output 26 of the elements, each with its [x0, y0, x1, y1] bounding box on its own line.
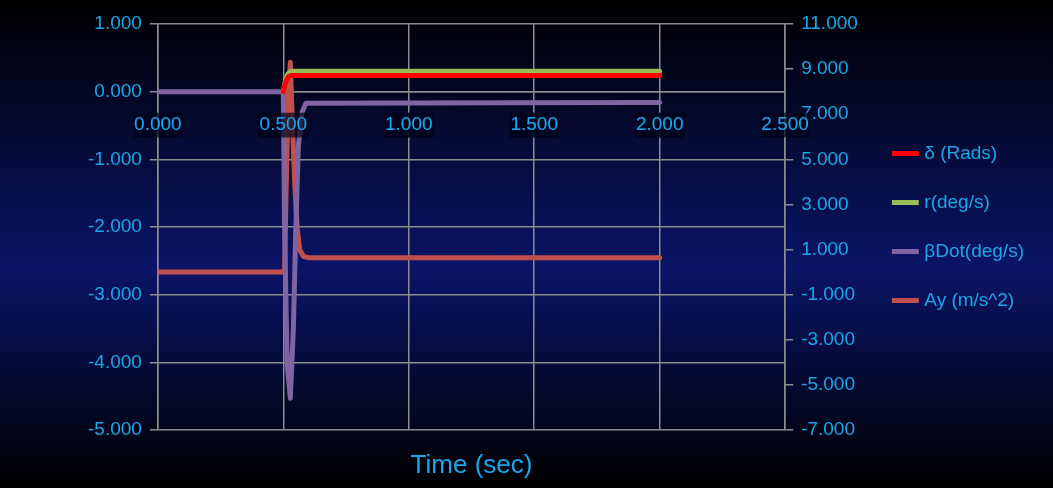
- y2-tick-label: 5.000: [801, 147, 849, 169]
- y-tick-label: -1.000: [88, 147, 142, 169]
- y2-tick-label: -1.000: [801, 282, 856, 304]
- x-tick-label: 0.500: [259, 113, 308, 135]
- legend-label: Ay (m/s^2): [924, 288, 1015, 310]
- y2-tick-label: -5.000: [801, 373, 856, 395]
- y2-tick-label: -3.000: [801, 328, 856, 350]
- legend-label: βDot(deg/s): [924, 239, 1024, 261]
- x-tick-label: 2.000: [635, 113, 684, 135]
- y2-tick-label: 9.000: [801, 57, 849, 79]
- legend-label: r(deg/s): [924, 190, 990, 212]
- x-tick-label: 1.500: [510, 113, 558, 135]
- y-tick-label: 0.000: [94, 79, 142, 101]
- y-tick-label: 1.000: [94, 12, 142, 34]
- x-tick-label: 1.000: [385, 113, 433, 135]
- y-tick-label: -3.000: [88, 282, 142, 304]
- y-tick-label: -4.000: [88, 350, 142, 372]
- y2-tick-label: 3.000: [801, 192, 849, 214]
- x-tick-label: 0.000: [134, 113, 182, 135]
- x-axis-title: Time (sec): [410, 449, 533, 480]
- y-tick-label: -2.000: [88, 215, 142, 237]
- y-tick-label: -5.000: [88, 418, 142, 440]
- y2-tick-label: 11.000: [801, 12, 858, 34]
- y2-tick-label: -7.000: [801, 418, 856, 440]
- y2-tick-label: 1.000: [801, 237, 849, 259]
- legend-label: δ (Rads): [924, 141, 998, 163]
